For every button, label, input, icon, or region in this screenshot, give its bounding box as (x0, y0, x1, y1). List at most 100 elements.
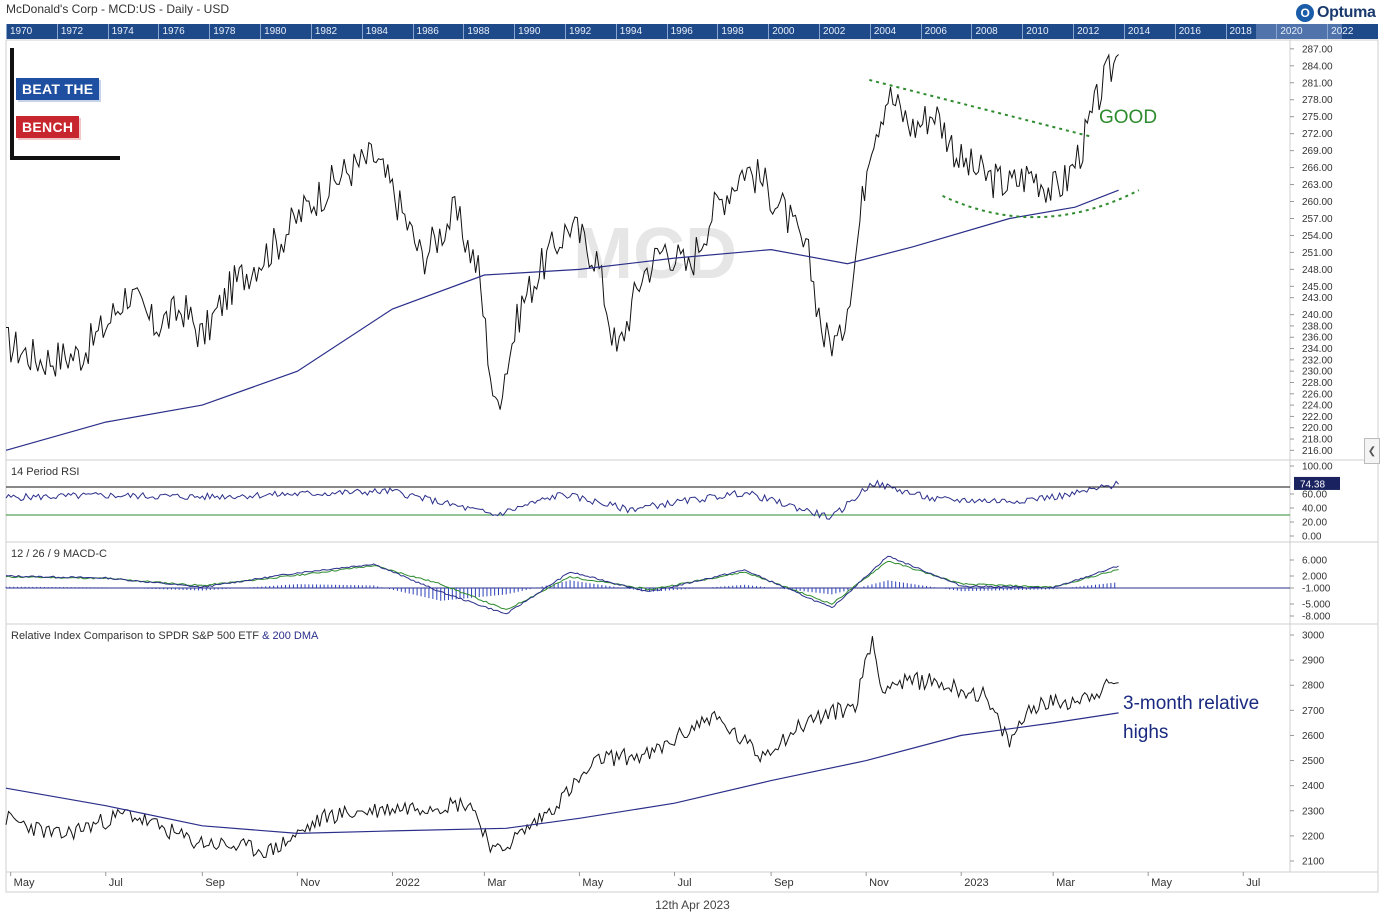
timeline-year[interactable]: 1970 (6, 24, 57, 39)
timeline-year[interactable]: 1976 (158, 24, 209, 39)
y-tick-label: 272.00 (1302, 129, 1333, 140)
x-tick-label: 2023 (964, 877, 988, 889)
y-tick-label: 2700 (1302, 706, 1325, 717)
y-tick-label: 243.00 (1302, 293, 1333, 304)
y-tick-label: 2200 (1302, 831, 1325, 842)
footer-date: 12th Apr 2023 (655, 898, 730, 912)
price-series-line (6, 53, 1119, 410)
timeline-year[interactable]: 2012 (1073, 24, 1124, 39)
timeline-year[interactable]: 2008 (971, 24, 1022, 39)
x-tick-label: May (14, 877, 35, 889)
y-tick-label: 20.00 (1302, 518, 1327, 529)
timeline-year[interactable]: 2004 (869, 24, 921, 39)
beat-the-bench-logo: BEAT THE BENCH (8, 42, 120, 162)
timeline-year[interactable]: 1994 (615, 24, 667, 39)
trendline-annotation (869, 78, 1091, 138)
logo-vertical-bar (10, 48, 14, 160)
relative-note-line1: 3-month relative (1123, 693, 1259, 714)
y-tick-label: -8.000 (1302, 612, 1331, 623)
timeline-year[interactable]: 1980 (260, 24, 311, 39)
y-tick-label: 2500 (1302, 756, 1325, 767)
y-tick-label: 232.00 (1302, 355, 1333, 366)
base-arc-annotation (942, 189, 1140, 219)
y-tick-label: 224.00 (1302, 401, 1333, 412)
relative-ratio-line (5, 636, 1119, 859)
y-tick-label: -1.000 (1302, 584, 1331, 595)
timeline-year[interactable]: 1984 (361, 24, 413, 39)
y-tick-label: 236.00 (1302, 333, 1333, 344)
timeline-year[interactable]: 1998 (717, 24, 768, 39)
y-tick-label: 222.00 (1302, 412, 1333, 423)
timeline-year[interactable]: 1972 (56, 24, 108, 39)
timeline-year[interactable]: 1986 (412, 24, 464, 39)
relative-panel-title: Relative Index Comparison to SPDR S&P 50… (11, 630, 319, 642)
y-tick-label: 2.000 (1302, 572, 1327, 583)
y-tick-label: 245.00 (1302, 282, 1333, 293)
timeline-year[interactable]: 1982 (310, 24, 362, 39)
timeline-year[interactable]: 2000 (768, 24, 819, 39)
y-tick-label: 0.00 (1302, 532, 1322, 543)
rsi-series-line (5, 479, 1119, 520)
x-tick-label: Jul (1246, 877, 1260, 889)
timeline-year[interactable]: 2002 (819, 24, 870, 39)
y-tick-label: 266.00 (1302, 163, 1333, 174)
timeline-year[interactable]: 2016 (1174, 24, 1226, 39)
optuma-logo: O Optuma (1296, 2, 1376, 24)
y-tick-label: 284.00 (1302, 61, 1333, 72)
timeline-year[interactable]: 2022 (1327, 24, 1378, 39)
x-tick-label: May (1151, 877, 1172, 889)
macd-line (5, 555, 1119, 615)
timeline-navigator[interactable]: 1970 1972 1974 1976 1978 1980 1982 1984 1986 1988… (6, 24, 1378, 39)
y-tick-label: 2100 (1302, 856, 1325, 867)
x-tick-label: Mar (1056, 877, 1075, 889)
timeline-year[interactable]: 2014 (1123, 24, 1175, 39)
logo-text-bench: BENCH (16, 116, 80, 138)
relative-panel-title-suffix: & 200 DMA (262, 630, 319, 642)
y-tick-label: 60.00 (1302, 490, 1327, 501)
y-tick-label: 238.00 (1302, 321, 1333, 332)
y-tick-label: -5.000 (1302, 600, 1331, 611)
timeline-year[interactable]: 2020 (1276, 24, 1327, 39)
y-tick-label: 2400 (1302, 781, 1325, 792)
y-tick-label: 281.00 (1302, 78, 1333, 89)
x-tick-label: May (582, 877, 603, 889)
optuma-logo-icon: O (1296, 4, 1314, 22)
rsi-last-value-label: 74.38 (1300, 479, 1325, 490)
y-tick-label: 220.00 (1302, 423, 1333, 434)
y-tick-label: 254.00 (1302, 231, 1333, 242)
y-tick-label: 278.00 (1302, 95, 1333, 106)
timeline-year[interactable]: 1978 (209, 24, 260, 39)
x-tick-label: Sep (205, 877, 225, 889)
scroll-left-button[interactable]: ❮ (1364, 438, 1380, 464)
logo-horizontal-bar (10, 156, 120, 160)
timeline-year[interactable]: 2018 (1225, 24, 1277, 39)
good-annotation-label: GOOD (1099, 107, 1157, 128)
x-tick-label: 2022 (395, 877, 419, 889)
relative-moving-average-line (5, 712, 1119, 835)
optuma-brand-text: Optuma (1317, 4, 1376, 21)
y-tick-label: 2300 (1302, 806, 1325, 817)
timeline-year[interactable]: 1974 (107, 24, 159, 39)
y-tick-label: 226.00 (1302, 389, 1333, 400)
y-tick-label: 248.00 (1302, 265, 1333, 276)
y-tick-label: 275.00 (1302, 112, 1333, 123)
timeline-year[interactable]: 1996 (666, 24, 718, 39)
timeline-year[interactable]: 1990 (514, 24, 565, 39)
y-tick-label: 2600 (1302, 731, 1325, 742)
timeline-year[interactable]: 2010 (1022, 24, 1073, 39)
x-tick-label: Sep (774, 877, 794, 889)
y-tick-label: 269.00 (1302, 146, 1333, 157)
logo-text-beat-the: BEAT THE (16, 78, 100, 100)
y-tick-label: 40.00 (1302, 504, 1327, 515)
timeline-year[interactable]: 1992 (564, 24, 616, 39)
timeline-year[interactable]: 2006 (920, 24, 972, 39)
y-tick-label: 240.00 (1302, 310, 1333, 321)
timeline-year[interactable]: 1988 (463, 24, 514, 39)
y-tick-label: 257.00 (1302, 214, 1333, 225)
y-tick-label: 260.00 (1302, 197, 1333, 208)
watermark: MCD (573, 214, 737, 294)
x-tick-label: Jul (109, 877, 123, 889)
timeline-window[interactable] (1256, 24, 1343, 39)
x-tick-label: Nov (300, 877, 320, 889)
